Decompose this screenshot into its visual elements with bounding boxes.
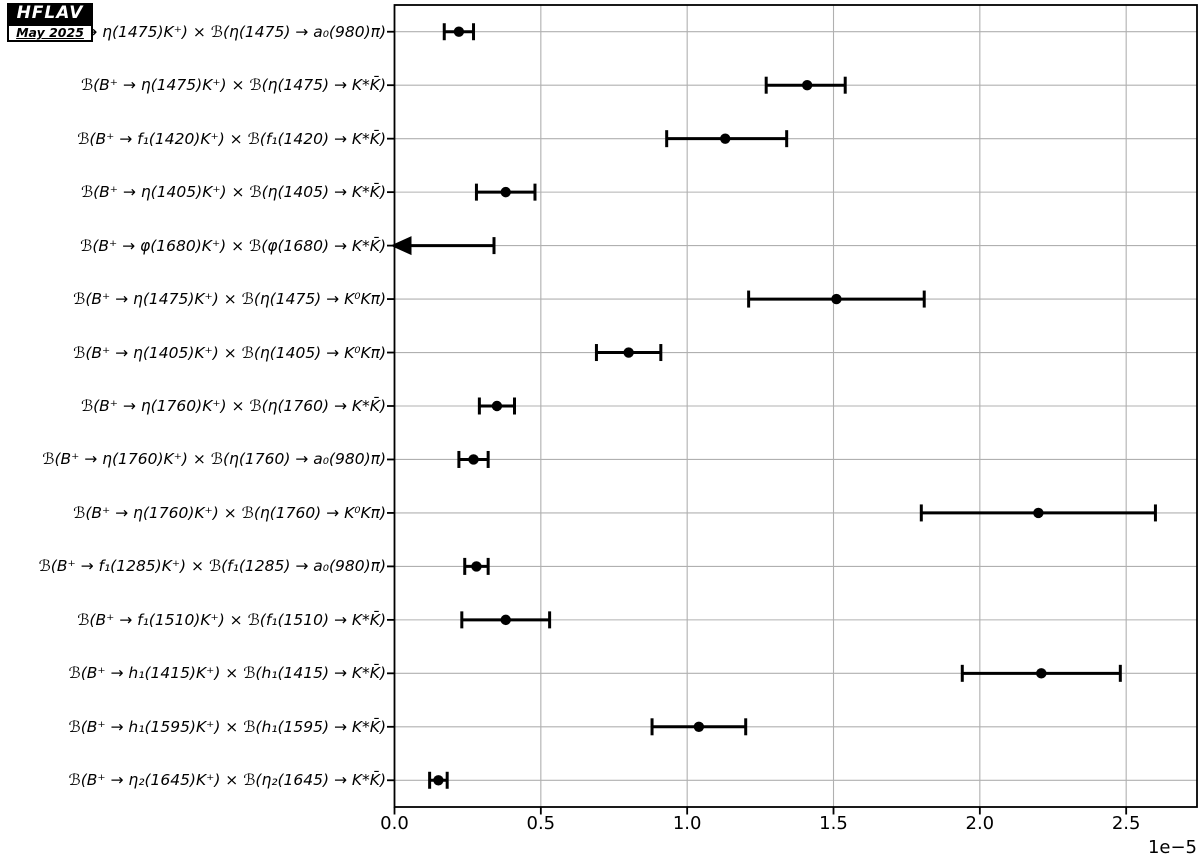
- logo-title: HFLAV: [7, 3, 93, 24]
- data-point-marker: [500, 186, 511, 198]
- row-label: ℬ(B⁺ → f₁(1420)K⁺) × ℬ(f₁(1420) → K*K̄): [77, 129, 386, 148]
- data-point-marker: [720, 133, 731, 144]
- hflav-logo: HFLAV May 2025: [7, 3, 93, 42]
- row-label: ℬ(B⁺ → η(1405)K⁺) × ℬ(η(1405) → K⁰Kπ): [73, 343, 386, 362]
- x-tick-label: 0.5: [526, 813, 556, 834]
- row-label: ℬ(B⁺ → f₁(1510)K⁺) × ℬ(f₁(1510) → K*K̄): [77, 610, 386, 629]
- row-label: ℬ(B⁺ → h₁(1595)K⁺) × ℬ(h₁(1595) → K*K̄): [68, 717, 386, 736]
- data-point-marker: [500, 614, 511, 626]
- data-point-marker: [468, 454, 479, 465]
- row-label: ℬ(B⁺ → η(1405)K⁺) × ℬ(η(1405) → K*K̄): [80, 183, 386, 202]
- x-tick-label: 2.0: [965, 813, 995, 834]
- row-label: ℬ(B⁺ → η(1760)K⁺) × ℬ(η(1760) → K⁰Kπ): [73, 503, 386, 522]
- row-label: ℬ(B⁺ → φ(1680)K⁺) × ℬ(φ(1680) → K*K̄): [80, 236, 386, 255]
- x-tick-label: 2.5: [1111, 813, 1141, 834]
- data-point-marker: [831, 293, 842, 305]
- data-point-marker: [471, 561, 482, 572]
- axis-offset-label: 1e−5: [1147, 837, 1197, 858]
- data-point-marker: [1036, 668, 1047, 679]
- x-tick-label: 1.5: [819, 813, 848, 834]
- data-point-marker: [693, 721, 705, 732]
- data-point-marker: [623, 347, 634, 358]
- upper-limit-arrow: [390, 236, 412, 256]
- data-point-marker: [1033, 507, 1044, 519]
- row-label: ℬ(B⁺ → η(1475)K⁺) × ℬ(η(1475) → a₀(980)π…: [42, 22, 386, 41]
- logo-date: May 2025: [7, 24, 93, 42]
- row-label: ℬ(B⁺ → f₁(1285)K⁺) × ℬ(f₁(1285) → a₀(980…: [38, 557, 386, 576]
- row-label: ℬ(B⁺ → η(1760)K⁺) × ℬ(η(1760) → a₀(980)π…: [42, 450, 386, 469]
- row-label: ℬ(B⁺ → η(1760)K⁺) × ℬ(η(1760) → K*K̄): [80, 397, 386, 415]
- row-label: ℬ(B⁺ → η(1475)K⁺) × ℬ(η(1475) → K⁰Kπ): [73, 290, 386, 309]
- row-label: ℬ(B⁺ → h₁(1415)K⁺) × ℬ(h₁(1415) → K*K̄): [68, 664, 386, 683]
- data-point-marker: [433, 775, 444, 786]
- row-label: ℬ(B⁺ → η(1475)K⁺) × ℬ(η(1475) → K*K̄): [80, 76, 386, 95]
- data-point-marker: [453, 26, 465, 37]
- x-tick-label: 0.0: [380, 813, 409, 834]
- row-label: ℬ(B⁺ → η₂(1645)K⁺) × ℬ(η₂(1645) → K*K̄): [68, 771, 386, 790]
- data-point-marker: [491, 400, 503, 412]
- data-point-marker: [801, 80, 813, 91]
- x-tick-label: 1.0: [672, 813, 702, 834]
